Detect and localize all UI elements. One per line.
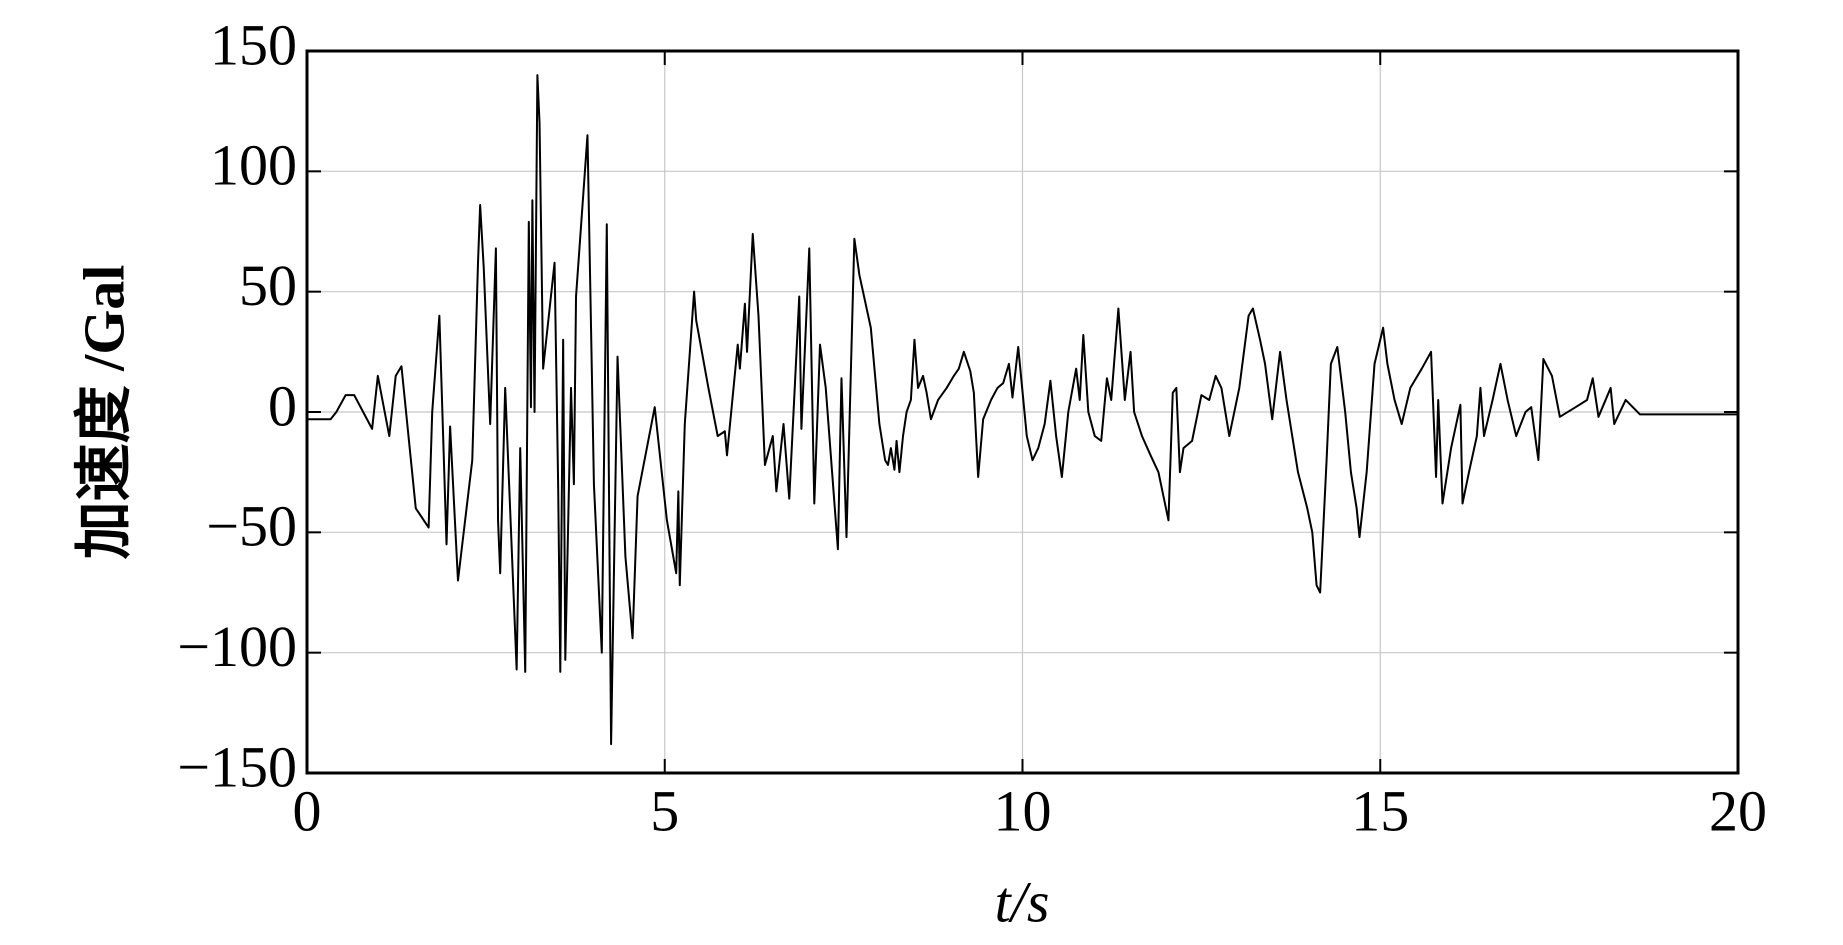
x-tick-label: 0 xyxy=(293,778,322,843)
y-tick-label: 0 xyxy=(268,373,297,438)
data-line xyxy=(307,74,1738,746)
plot-frame xyxy=(305,49,1740,775)
x-tick-label: 10 xyxy=(994,778,1052,843)
x-tick-label: 15 xyxy=(1351,778,1409,843)
y-tick-label: 100 xyxy=(210,133,297,198)
x-tick-label: 20 xyxy=(1709,778,1767,843)
y-tick-label: −50 xyxy=(206,494,297,559)
y-axis-label: 加速度 /Gal xyxy=(71,265,136,560)
y-tick-label: −100 xyxy=(177,614,297,679)
y-tick-label: 50 xyxy=(239,253,297,318)
y-tick-label: 150 xyxy=(210,12,297,77)
y-tick-label: −150 xyxy=(177,734,297,799)
x-axis-label: t/s xyxy=(995,869,1050,934)
x-tick-label: 5 xyxy=(650,778,679,843)
